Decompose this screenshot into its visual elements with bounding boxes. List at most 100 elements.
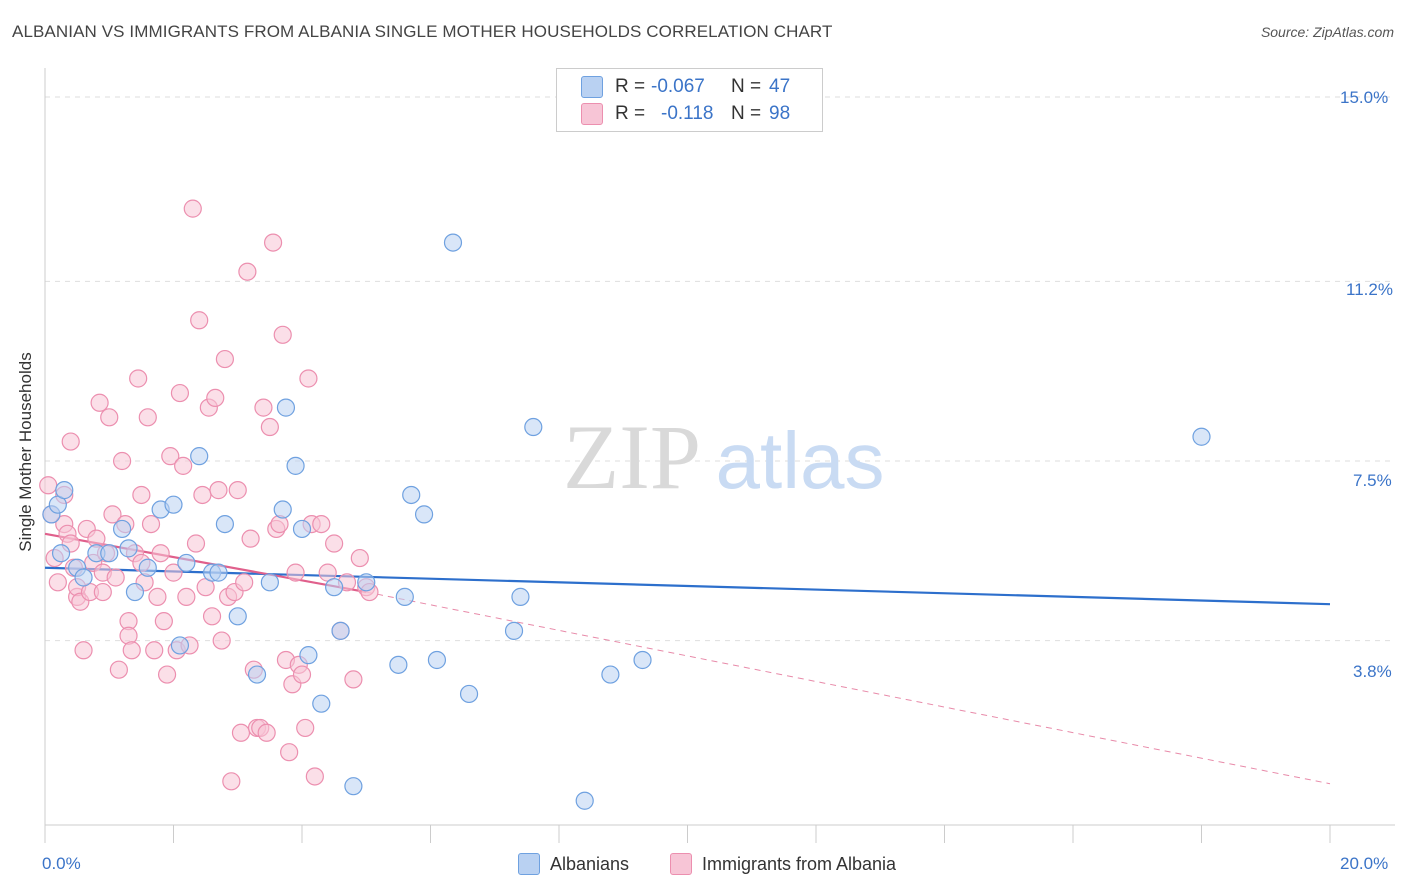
bottom-legend-label: Immigrants from Albania — [702, 853, 897, 874]
point-immigrants — [325, 534, 344, 553]
watermark-zip: ZIP — [563, 406, 701, 508]
legend-n-label: N = — [731, 76, 762, 97]
point-albanians — [292, 519, 312, 539]
point-albanians — [247, 665, 267, 684]
point-albanians — [325, 578, 344, 597]
point-immigrants — [292, 665, 312, 684]
point-albanians — [55, 481, 74, 500]
source-label: Source: ZipAtlas.com — [1260, 24, 1394, 40]
point-immigrants — [157, 665, 177, 684]
point-albanians — [190, 447, 209, 466]
point-albanians — [138, 558, 157, 577]
watermark-atlas: atlas — [716, 416, 885, 505]
point-immigrants — [299, 369, 318, 388]
point-immigrants — [161, 447, 180, 466]
point-immigrants — [154, 612, 173, 631]
point-immigrants — [212, 631, 231, 650]
point-immigrants — [183, 199, 202, 218]
point-immigrants — [206, 388, 225, 408]
point-albanians — [575, 791, 594, 810]
point-albanians — [601, 665, 620, 684]
point-immigrants — [61, 432, 80, 451]
point-albanians — [170, 636, 190, 655]
point-immigrants — [305, 767, 324, 786]
legend-r-value: -0.067 — [651, 76, 705, 97]
legend-swatch-pink — [581, 103, 603, 125]
legend-r-label: R = — [615, 76, 646, 97]
legend-row-immigrants: R = -0.118 N = 98 — [581, 101, 790, 127]
x-tick-label-0: 0.0% — [42, 854, 81, 873]
point-albanians — [215, 514, 234, 534]
point-immigrants — [122, 641, 141, 660]
point-immigrants — [100, 408, 119, 427]
point-immigrants — [48, 573, 67, 592]
point-albanians — [443, 233, 463, 252]
point-immigrants — [273, 325, 292, 344]
point-albanians — [74, 568, 93, 587]
point-albanians — [286, 456, 305, 475]
point-immigrants — [222, 772, 241, 791]
point-albanians — [402, 485, 421, 505]
point-immigrants — [350, 548, 369, 568]
point-immigrants — [260, 417, 279, 437]
y-tick-label-3-8: 3.8% — [1353, 662, 1392, 681]
watermark: ZIP atlas — [563, 406, 884, 508]
point-immigrants — [151, 544, 170, 563]
point-immigrants — [344, 670, 363, 689]
point-immigrants — [228, 481, 247, 500]
y-tick-label-15: 15.0% — [1340, 88, 1389, 107]
point-albanians — [524, 417, 543, 437]
point-immigrants — [164, 563, 183, 582]
bottom-legend-immigrants: Immigrants from Albania — [670, 852, 896, 876]
point-immigrants — [170, 383, 190, 403]
point-immigrants — [186, 534, 206, 553]
point-albanians — [331, 621, 350, 640]
point-immigrants — [190, 311, 209, 330]
point-albanians — [312, 694, 331, 713]
legend-row-albanians: R = -0.067 N = 47 — [581, 74, 790, 100]
legend-r-label: R = — [615, 103, 646, 124]
legend-r-value: -0.118 — [661, 103, 714, 124]
point-immigrants — [39, 476, 58, 495]
point-immigrants — [209, 481, 228, 500]
point-immigrants — [202, 607, 222, 626]
y-axis-label: Single Mother Households — [16, 352, 35, 552]
legend-swatch-blue — [581, 76, 603, 98]
point-albanians — [112, 519, 132, 539]
x-tick-label-20: 20.0% — [1340, 854, 1389, 873]
point-immigrants — [177, 587, 196, 606]
data-points — [39, 199, 1211, 810]
point-immigrants — [231, 723, 251, 742]
point-immigrants — [145, 641, 164, 660]
bottom-legend-albanians: Albanians — [518, 852, 629, 876]
grid-lines — [45, 96, 1395, 642]
trend-line-extended-1 — [366, 591, 1331, 785]
point-albanians — [414, 505, 434, 524]
bottom-legend-swatch-pink — [670, 853, 692, 875]
point-albanians — [1192, 427, 1211, 446]
axes — [44, 68, 1395, 843]
point-albanians — [276, 398, 296, 417]
trend-line-0 — [44, 566, 1331, 606]
point-albanians — [260, 573, 279, 592]
point-immigrants — [280, 743, 299, 762]
point-immigrants — [129, 369, 148, 388]
point-immigrants — [103, 505, 122, 524]
legend-n-label: N = — [731, 103, 762, 124]
y-tick-label-7-5: 7.5% — [1353, 471, 1392, 490]
point-immigrants — [193, 485, 212, 505]
point-albanians — [228, 607, 247, 626]
point-albanians — [427, 650, 447, 670]
point-immigrants — [74, 641, 93, 660]
chart-title: ALBANIAN VS IMMIGRANTS FROM ALBANIA SING… — [12, 22, 833, 41]
point-immigrants — [286, 563, 305, 582]
point-immigrants — [254, 398, 273, 417]
point-albanians — [511, 587, 530, 606]
point-immigrants — [148, 587, 167, 606]
point-albanians — [119, 539, 138, 558]
point-immigrants — [312, 514, 331, 534]
legend-n-value: 98 — [769, 103, 791, 124]
point-albanians — [51, 544, 71, 563]
point-albanians — [459, 684, 479, 704]
